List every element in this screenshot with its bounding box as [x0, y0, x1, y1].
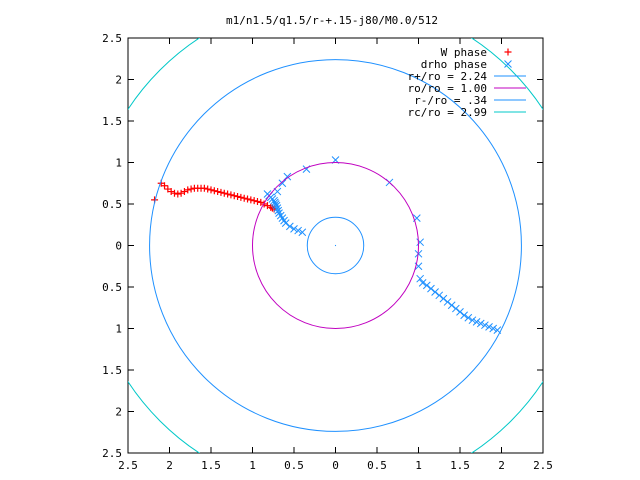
drho-phase-point	[443, 298, 452, 306]
w-phase-point	[187, 185, 195, 193]
y-tick-label: 1	[115, 323, 122, 336]
y-tick-label: 0.5	[102, 281, 122, 294]
x-tick-label: 2.5	[533, 459, 553, 472]
drho-phase-point	[290, 225, 298, 233]
x-tick-label: 0.5	[284, 459, 304, 472]
drho-phase-point	[435, 291, 444, 300]
w-phase-point	[263, 202, 271, 210]
drho-phase-point	[281, 219, 290, 227]
w-phase-point	[214, 188, 222, 196]
w-phase-point	[170, 189, 178, 197]
x-tick-label: 2	[498, 459, 505, 472]
legend-label: r+/ro = 2.24	[408, 70, 488, 83]
y-tick-label: 1.5	[102, 115, 122, 128]
drho-phase-point	[283, 172, 292, 181]
drho-phase-point	[447, 301, 456, 310]
circle-r-ro-34	[306, 216, 365, 275]
y-tick-label: 0	[115, 240, 122, 253]
drho-phase-point	[451, 304, 460, 313]
drho-phase-point	[472, 318, 481, 326]
w-phase-point	[224, 190, 232, 198]
legend-label: W phase	[441, 46, 487, 59]
drho-phase-point	[460, 311, 469, 320]
drho-phase-point	[431, 288, 439, 296]
y-tick-label: 1.5	[102, 364, 122, 377]
w-phase-point	[200, 184, 208, 192]
y-tick-label: 2	[115, 406, 122, 419]
w-phase-point	[204, 185, 212, 193]
w-phase-point	[267, 203, 275, 211]
x-tick-label: 0	[332, 459, 339, 472]
w-phase-point	[257, 198, 265, 206]
y-tick-label: 2.5	[102, 32, 122, 45]
y-tick-label: 1	[115, 157, 122, 170]
drho-phase-point	[456, 308, 464, 316]
x-tick-label: 1.5	[450, 459, 470, 472]
drho-phase-point	[278, 179, 287, 188]
x-tick-label: 2.5	[118, 459, 138, 472]
legend-label: drho phase	[421, 58, 487, 71]
w-phase-point	[167, 188, 175, 196]
w-phase-point	[220, 189, 228, 197]
y-tick-label: 0.5	[102, 198, 122, 211]
w-phase-point	[240, 194, 248, 202]
origin-dot	[334, 244, 337, 247]
w-phase-point	[180, 188, 188, 196]
drho-phase-point	[416, 274, 425, 283]
w-phase-point	[217, 188, 225, 196]
legend-swatch-cross	[504, 60, 512, 68]
drho-phase-point	[481, 321, 489, 330]
y-tick-label: 2.5	[102, 447, 122, 460]
drho-phase-point	[273, 204, 282, 213]
w-phase-point	[253, 198, 261, 206]
circle-ro-ro-1-00	[252, 162, 419, 329]
drho-phase-point	[274, 206, 283, 215]
w-phase-point	[247, 196, 255, 204]
drho-phase-point	[280, 216, 288, 225]
drho-phase-point	[294, 226, 303, 235]
w-phase-point	[227, 191, 235, 199]
drho-phase-point	[418, 278, 427, 287]
x-tick-label: 1.5	[201, 459, 221, 472]
circle-r-ro-2-24	[149, 59, 522, 432]
drho-phase-point	[427, 284, 435, 293]
legend-swatch-plus	[504, 48, 512, 56]
x-tick-label: 1	[415, 459, 422, 472]
drho-phase-point	[464, 313, 473, 322]
drho-phase-point	[275, 209, 283, 217]
y-tick-label: 2	[115, 74, 122, 87]
drho-phase-point	[263, 190, 272, 198]
w-phase-point	[184, 186, 192, 194]
drho-phase-point	[416, 238, 425, 247]
x-tick-label: 1	[249, 459, 256, 472]
w-phase-point	[244, 195, 252, 203]
x-tick-label: 0.5	[367, 459, 387, 472]
w-phase-point	[250, 197, 258, 205]
chart-title: m1/n1.5/q1.5/r-+.15-j80/M0.0/512	[226, 14, 438, 27]
drho-phase-point	[298, 228, 307, 237]
w-phase-point	[230, 192, 238, 200]
legend-label: r-/ro = .34	[414, 94, 487, 107]
w-phase-point	[210, 187, 218, 195]
drho-phase-point	[468, 316, 477, 325]
drho-phase-point	[278, 214, 287, 222]
w-phase-point	[174, 190, 182, 198]
drho-phase-point	[489, 324, 498, 333]
w-phase-point	[161, 182, 169, 190]
drho-phase-point	[422, 281, 431, 290]
w-phase-point	[207, 186, 215, 194]
circle-rc-ro-2-99	[128, 38, 543, 453]
w-phase-point	[237, 193, 245, 201]
x-tick-label: 2	[166, 459, 173, 472]
drho-phase-point	[485, 322, 493, 331]
drho-phase-point	[439, 294, 448, 303]
legend-label: rc/ro = 2.99	[408, 106, 487, 119]
w-phase-point	[177, 189, 185, 197]
drho-phase-point	[271, 198, 279, 207]
drho-phase-point	[476, 319, 485, 328]
w-phase-point	[234, 193, 242, 201]
legend-label: ro/ro = 1.00	[408, 82, 487, 95]
